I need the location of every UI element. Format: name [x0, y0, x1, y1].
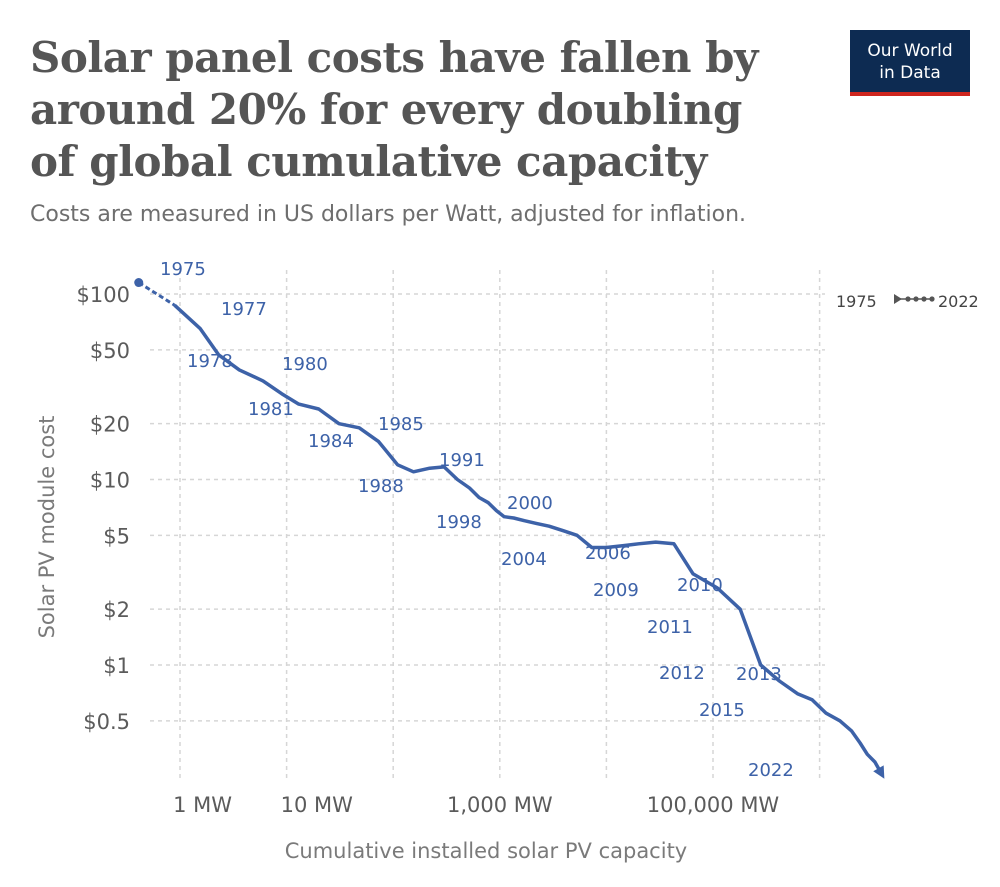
x-tick-label: 1 MW	[173, 793, 232, 817]
x-axis-ticks: 1 MW 10 MW 1,000 MW 100,000 MW	[173, 793, 779, 817]
y-tick-label: $10	[90, 469, 130, 493]
year-label-2010: 2010	[677, 575, 723, 596]
y-tick-label: $2	[103, 598, 130, 622]
x-tick-label: 100,000 MW	[647, 793, 780, 817]
x-tick-label: 10 MW	[281, 793, 354, 817]
year-label-1980: 1980	[282, 354, 328, 375]
y-tick-label: $100	[77, 283, 130, 307]
year-label-2012: 2012	[659, 663, 705, 684]
y-tick-label: $50	[90, 339, 130, 363]
chart-title: Solar panel costs have fallen by around …	[30, 33, 758, 186]
series-start-point[interactable]	[134, 278, 144, 288]
year-label-1975: 1975	[160, 259, 206, 280]
legend-dot	[929, 296, 935, 302]
year-label-2022: 2022	[748, 760, 794, 781]
year-label-2009: 2009	[593, 580, 639, 601]
year-labels: 1975 1977 1978 1980 1981 1984 1985 1988 1991 1998…	[160, 259, 794, 781]
year-label-2004: 2004	[501, 549, 547, 570]
y-tick-label: $20	[90, 413, 130, 437]
y-axis-ticks: $100 $50 $20 $10 $5 $2 $1 $0.5	[77, 283, 130, 734]
logo-line-1: Our World	[867, 41, 953, 61]
legend-dot	[921, 296, 927, 302]
x-tick-label: 1,000 MW	[447, 793, 553, 817]
y-tick-label: $1	[103, 654, 130, 678]
owid-logo[interactable]: Our World in Data	[850, 30, 970, 96]
gridlines	[150, 270, 825, 778]
chart-subtitle: Costs are measured in US dollars per Wat…	[30, 202, 747, 227]
year-label-1977: 1977	[221, 299, 267, 320]
legend-dot	[905, 296, 911, 302]
x-axis-label: Cumulative installed solar PV capacity	[285, 839, 687, 863]
series-start-dashed-segment	[137, 281, 176, 307]
year-label-2011: 2011	[647, 617, 693, 638]
y-tick-label: $0.5	[83, 710, 130, 734]
year-label-2013: 2013	[736, 664, 782, 685]
year-label-1991: 1991	[439, 450, 485, 471]
legend-dot	[913, 296, 919, 302]
y-axis-label: Solar PV module cost	[35, 416, 59, 639]
timeline-legend[interactable]: 1975 2022	[836, 292, 979, 311]
year-label-1988: 1988	[358, 476, 404, 497]
logo-line-2: in Data	[879, 63, 941, 83]
year-label-1998: 1998	[436, 512, 482, 533]
legend-end-year: 2022	[938, 292, 979, 311]
year-label-2015: 2015	[699, 700, 745, 721]
series-line[interactable]	[173, 303, 883, 775]
year-label-2006: 2006	[585, 543, 631, 564]
year-label-1978: 1978	[187, 351, 233, 372]
series-line-group[interactable]	[134, 278, 885, 779]
legend-start-year: 1975	[836, 292, 877, 311]
year-label-1985: 1985	[378, 414, 424, 435]
y-tick-label: $5	[103, 524, 130, 548]
year-label-2000: 2000	[507, 493, 553, 514]
year-label-1984: 1984	[308, 431, 354, 452]
year-label-1981: 1981	[248, 399, 294, 420]
series-end-arrow	[873, 765, 885, 779]
